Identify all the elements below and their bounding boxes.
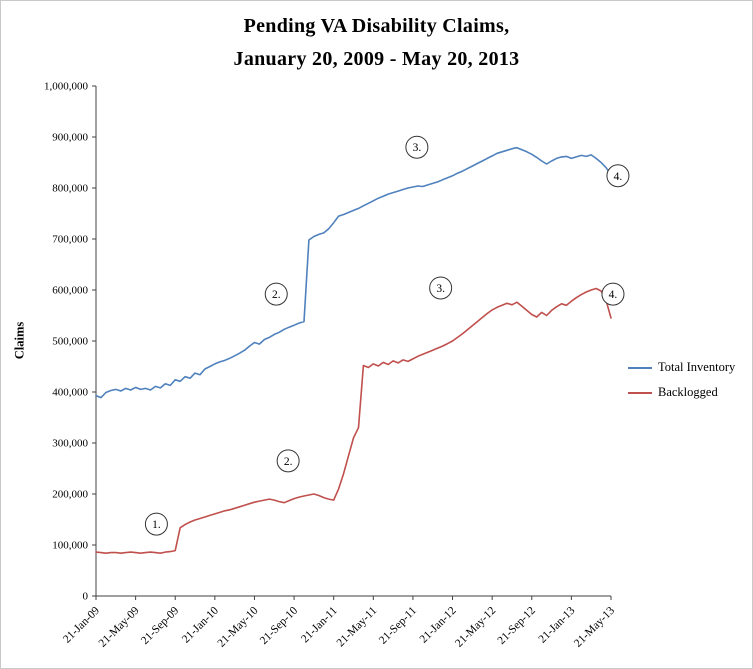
x-tick-label: 21-May-11	[335, 604, 380, 649]
legend-swatch-total-inventory	[628, 366, 652, 369]
y-tick-label: 0	[83, 591, 89, 603]
y-tick-label: 600,000	[52, 285, 88, 297]
y-tick-label: 200,000	[52, 489, 88, 501]
y-tick-label: 700,000	[52, 234, 88, 246]
legend-label-total-inventory: Total Inventory	[658, 360, 736, 374]
y-tick-label: 300,000	[52, 438, 88, 450]
y-tick-label: 500,000	[52, 336, 88, 348]
x-tick-label: 21-May-09	[97, 604, 142, 649]
series-line-backlogged	[95, 287, 612, 555]
annotation-circle	[144, 512, 168, 536]
legend-item-backlogged: Backlogged	[628, 385, 735, 400]
x-tick-label: 21-Jan-13	[536, 604, 577, 645]
annotation-label: 4.	[609, 289, 618, 301]
series-line-total-inventory	[95, 146, 612, 399]
x-tick-label: 21-Jan-11	[299, 604, 340, 645]
x-tick-label: 21-May-10	[216, 604, 261, 649]
chart-title: Pending VA Disability Claims, January 20…	[1, 10, 752, 76]
legend-item-total-inventory: Total Inventory	[628, 360, 735, 375]
annotation-label: 1.	[152, 519, 161, 531]
annotation-circle	[405, 135, 429, 159]
chart-title-line2: January 20, 2009 - May 20, 2013	[233, 48, 520, 70]
annotation-label: 3.	[436, 283, 445, 295]
y-tick-label: 400,000	[52, 387, 88, 399]
legend: Total Inventory Backlogged	[628, 360, 735, 410]
annotation-circle	[264, 282, 288, 306]
y-tick-label: 800,000	[52, 183, 88, 195]
annotation-label: 2.	[272, 289, 281, 301]
annotation-circle	[601, 282, 625, 306]
x-tick-label: 21-Jan-10	[180, 604, 221, 645]
x-tick-label: 21-Sep-12	[496, 604, 539, 647]
y-tick-label: 1,000,000	[44, 81, 89, 93]
annotation-circle	[276, 449, 300, 473]
annotation-circle	[606, 164, 630, 188]
x-tick-label: 21-Sep-09	[139, 604, 182, 647]
legend-label-backlogged: Backlogged	[658, 385, 718, 399]
annotation-label: 2.	[284, 456, 293, 468]
x-tick-label: 21-Jan-09	[61, 604, 102, 645]
x-tick-label: 21-Sep-11	[377, 604, 419, 646]
annotation-label: 4.	[614, 171, 623, 183]
y-tick-label: 100,000	[52, 540, 88, 552]
chart-title-line1: Pending VA Disability Claims,	[243, 15, 510, 37]
y-tick-label: 900,000	[52, 132, 88, 144]
legend-swatch-backlogged	[628, 391, 652, 394]
x-tick-label: 21-Sep-10	[258, 604, 301, 647]
annotation-label: 3.	[413, 142, 422, 154]
x-tick-label: 21-May-12	[453, 604, 498, 649]
annotation-circle	[429, 276, 453, 300]
x-tick-label: 21-Jan-12	[418, 604, 459, 645]
x-tick-label: 21-May-13	[572, 604, 617, 649]
